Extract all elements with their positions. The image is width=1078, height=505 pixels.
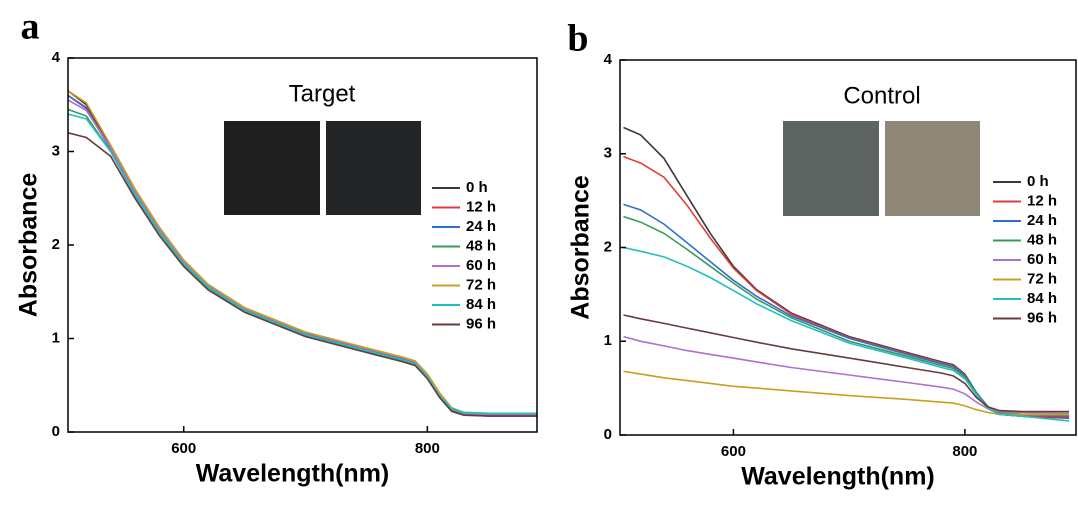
inset-image xyxy=(783,121,879,216)
x-tick-label: 600 xyxy=(171,440,196,457)
x-axis-title: Wavelength(nm) xyxy=(196,460,390,488)
inset-image xyxy=(224,121,320,215)
legend-label: 12 h xyxy=(1027,192,1057,209)
y-tick-label: 1 xyxy=(604,332,612,349)
legend-label: 72 h xyxy=(466,276,496,293)
x-axis-title: Wavelength(nm) xyxy=(741,463,935,491)
y-tick-label: 2 xyxy=(52,236,60,253)
y-tick-label: 3 xyxy=(604,145,612,162)
y-tick-label: 1 xyxy=(52,329,60,346)
legend-label: 0 h xyxy=(466,179,488,196)
legend-label: 24 h xyxy=(1027,212,1057,229)
legend-label: 0 h xyxy=(1027,173,1049,190)
legend-label: 72 h xyxy=(1027,270,1057,287)
legend-label: 96 h xyxy=(1027,309,1057,326)
legend-label: 24 h xyxy=(466,218,496,235)
y-tick-label: 0 xyxy=(52,423,60,440)
data-line xyxy=(623,203,1070,418)
data-line xyxy=(67,132,537,417)
data-line xyxy=(67,113,537,415)
legend-label: 12 h xyxy=(466,198,496,215)
y-tick-label: 4 xyxy=(604,51,613,68)
y-axis-title: Absorbance xyxy=(15,173,43,318)
y-tick-label: 4 xyxy=(52,49,61,66)
panel-label: b xyxy=(567,18,588,60)
inset-image xyxy=(326,121,421,215)
x-tick-label: 800 xyxy=(952,443,977,460)
data-line xyxy=(623,370,1070,416)
inset-title: Control xyxy=(843,82,920,109)
legend-label: 60 h xyxy=(466,257,496,274)
y-axis-title: Absorbance xyxy=(567,175,595,320)
legend-label: 48 h xyxy=(466,237,496,254)
x-tick-label: 800 xyxy=(415,440,440,457)
data-line xyxy=(623,314,1070,413)
y-tick-label: 2 xyxy=(604,238,612,255)
y-tick-label: 0 xyxy=(604,426,612,443)
legend-label: 84 h xyxy=(1027,290,1057,307)
legend-label: 84 h xyxy=(466,296,496,313)
legend-label: 48 h xyxy=(1027,231,1057,248)
inset-title: Target xyxy=(289,80,356,107)
data-line xyxy=(623,246,1070,422)
x-tick-label: 600 xyxy=(721,443,746,460)
axes-frame xyxy=(619,59,1077,436)
legend-label: 60 h xyxy=(1027,251,1057,268)
legend-label: 96 h xyxy=(466,315,496,332)
data-line xyxy=(623,335,1070,415)
panel-label: a xyxy=(21,6,40,48)
y-tick-label: 3 xyxy=(52,142,60,159)
inset-image xyxy=(885,121,980,216)
